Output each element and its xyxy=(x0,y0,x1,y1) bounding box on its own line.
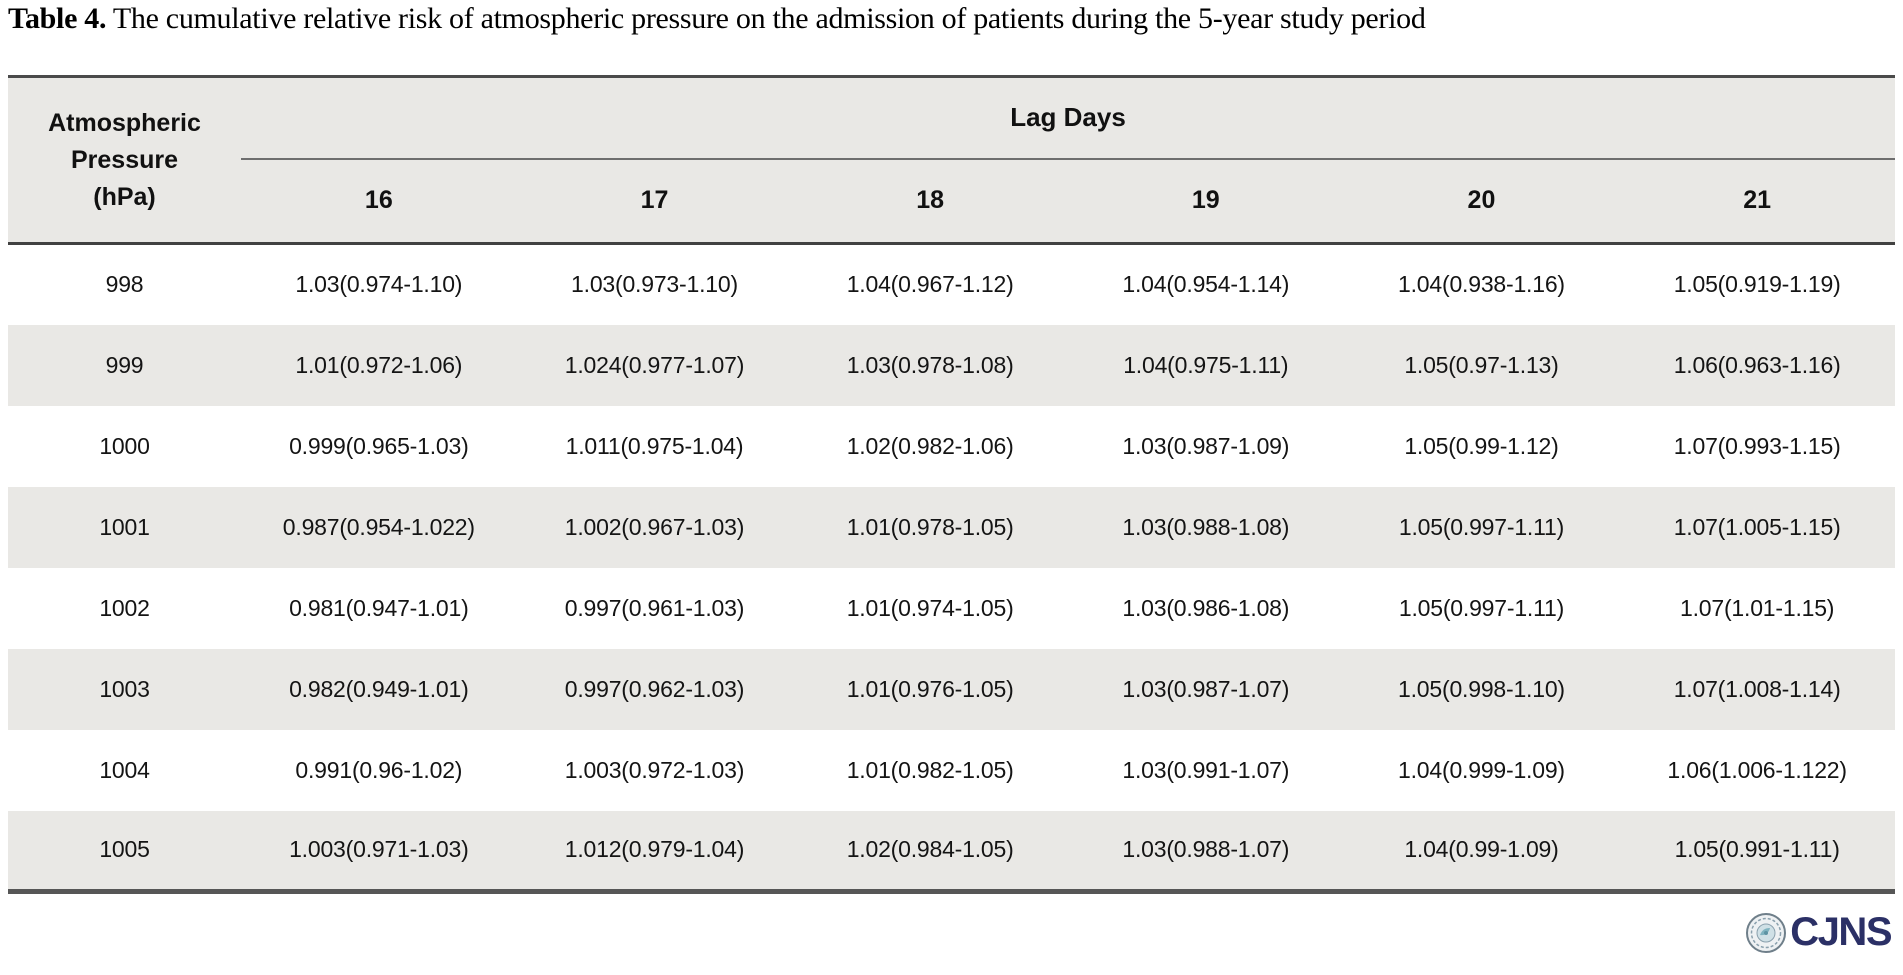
risk-cell: 0.999(0.965-1.03) xyxy=(289,432,469,459)
risk-cell: 1.05(0.998-1.10) xyxy=(1398,675,1565,702)
pressure-cell: 998 xyxy=(105,271,144,298)
risk-cell: 1.03(0.988-1.07) xyxy=(1122,836,1290,863)
table-caption-label: Table 4. xyxy=(8,2,107,35)
risk-cell: 1.03(0.986-1.08) xyxy=(1122,594,1290,621)
risk-cell: 1.06(1.006-1.122) xyxy=(1667,756,1847,783)
risk-cell: 0.981(0.947-1.01) xyxy=(289,594,469,621)
risk-cell: 1.05(0.997-1.11) xyxy=(1398,594,1565,621)
risk-cell: 1.06(0.963-1.16) xyxy=(1673,351,1841,378)
risk-cell: 1.04(0.954-1.14) xyxy=(1122,271,1290,298)
lag-day-header: 17 xyxy=(516,158,793,245)
risk-cell: 1.02(0.982-1.06) xyxy=(846,432,1014,459)
risk-cell: 1.012(0.979-1.04) xyxy=(564,836,745,863)
table-row: 1003 0.982(0.949-1.01) 0.997(0.962-1.03) 1.… xyxy=(8,648,1895,730)
risk-cell: 1.05(0.919-1.19) xyxy=(1673,271,1841,298)
pressure-header-line-2: Pressure xyxy=(70,145,179,174)
pressure-header-line-3: (hPa) xyxy=(93,182,156,211)
lag-day-header: 20 xyxy=(1343,158,1620,245)
lag-days-label: Lag Days xyxy=(1010,102,1126,133)
pressure-cell: 1003 xyxy=(99,675,150,702)
lag-day-header: 18 xyxy=(792,158,1068,245)
relative-risk-table: Atmospheric Pressure (hPa) Lag Days 16 17… xyxy=(8,75,1895,894)
risk-cell: 0.997(0.961-1.03) xyxy=(564,594,745,621)
risk-cell: 1.011(0.975-1.04) xyxy=(565,432,744,459)
risk-cell: 1.03(0.987-1.09) xyxy=(1122,432,1290,459)
risk-cell: 1.01(0.974-1.05) xyxy=(846,594,1014,621)
table-row: 1005 1.003(0.971-1.03) 1.012(0.979-1.04) 1.… xyxy=(8,810,1895,892)
risk-cell: 1.024(0.977-1.07) xyxy=(564,351,745,378)
table-header: Atmospheric Pressure (hPa) Lag Days 16 17… xyxy=(8,76,1895,245)
risk-cell: 1.003(0.972-1.03) xyxy=(564,756,745,783)
lag-day-numbers-row: 16 17 18 19 20 21 xyxy=(8,158,1895,245)
journal-footer: CJNS xyxy=(1745,910,1892,955)
pressure-cell: 1004 xyxy=(99,756,150,783)
risk-cell: 1.03(0.991-1.07) xyxy=(1122,756,1290,783)
table-row: 1004 0.991(0.96-1.02) 1.003(0.972-1.03) 1.0… xyxy=(8,729,1895,811)
risk-cell: 1.07(0.993-1.15) xyxy=(1673,432,1841,459)
risk-cell: 1.04(0.999-1.09) xyxy=(1398,756,1565,783)
table-row: 999 1.01(0.972-1.06) 1.024(0.977-1.07) 1.03… xyxy=(8,324,1895,406)
risk-cell: 1.07(1.01-1.15) xyxy=(1680,594,1835,621)
journal-seal-icon xyxy=(1746,912,1787,953)
risk-cell: 0.982(0.949-1.01) xyxy=(289,675,469,702)
pressure-cell: 1000 xyxy=(99,432,150,459)
risk-cell: 1.03(0.974-1.10) xyxy=(295,271,463,298)
risk-cell: 1.03(0.978-1.08) xyxy=(846,351,1014,378)
risk-cell: 1.04(0.99-1.09) xyxy=(1404,836,1559,863)
risk-cell: 1.002(0.967-1.03) xyxy=(564,513,745,540)
pressure-column-header: Atmospheric Pressure (hPa) xyxy=(8,76,241,245)
risk-cell: 1.01(0.978-1.05) xyxy=(846,513,1014,540)
header-group-row: Atmospheric Pressure (hPa) Lag Days xyxy=(8,76,1895,245)
risk-cell: 1.01(0.982-1.05) xyxy=(846,756,1014,783)
table-caption-text: The cumulative relative risk of atmosphe… xyxy=(106,2,1426,35)
risk-cell: 1.05(0.997-1.11) xyxy=(1398,513,1565,540)
pressure-cell: 1001 xyxy=(99,513,150,540)
pressure-cell: 1002 xyxy=(99,594,150,621)
lag-day-header: 21 xyxy=(1619,158,1895,245)
risk-cell: 0.991(0.96-1.02) xyxy=(295,756,463,783)
journal-acronym: CJNS xyxy=(1790,910,1892,954)
table-row: 1000 0.999(0.965-1.03) 1.011(0.975-1.04) 1.… xyxy=(8,405,1895,487)
risk-cell: 1.03(0.988-1.08) xyxy=(1122,513,1290,540)
pressure-cell: 1005 xyxy=(99,836,150,863)
table-body: 998 1.03(0.974-1.10) 1.03(0.973-1.10) 1.04(… xyxy=(8,243,1895,892)
table-row: 1002 0.981(0.947-1.01) 0.997(0.961-1.03) 1.… xyxy=(8,567,1895,649)
risk-cell: 1.01(0.976-1.05) xyxy=(846,675,1014,702)
lag-day-header: 19 xyxy=(1067,158,1344,245)
risk-cell: 1.003(0.971-1.03) xyxy=(289,836,469,863)
risk-cell: 1.07(1.005-1.15) xyxy=(1673,513,1841,540)
risk-cell: 0.987(0.954-1.022) xyxy=(282,513,475,540)
risk-cell: 1.02(0.984-1.05) xyxy=(846,836,1014,863)
risk-cell: 1.07(1.008-1.14) xyxy=(1673,675,1841,702)
table-caption: Table 4. The cumulative relative risk of… xyxy=(8,2,1426,36)
risk-cell: 1.04(0.967-1.12) xyxy=(846,271,1014,298)
table-row: 1001 0.987(0.954-1.022) 1.002(0.967-1.03) 1… xyxy=(8,486,1895,568)
risk-cell: 1.03(0.987-1.07) xyxy=(1122,675,1290,702)
risk-cell: 1.04(0.938-1.16) xyxy=(1398,271,1565,298)
table-row: 998 1.03(0.974-1.10) 1.03(0.973-1.10) 1.04(… xyxy=(8,243,1895,325)
pressure-cell: 999 xyxy=(105,351,144,378)
risk-cell: 0.997(0.962-1.03) xyxy=(564,675,745,702)
risk-cell: 1.03(0.973-1.10) xyxy=(571,271,738,298)
risk-cell: 1.05(0.99-1.12) xyxy=(1404,432,1559,459)
risk-cell: 1.04(0.975-1.11) xyxy=(1123,351,1289,378)
risk-cell: 1.01(0.972-1.06) xyxy=(295,351,463,378)
lag-day-header: 16 xyxy=(241,158,517,245)
lag-days-group-header: Lag Days xyxy=(241,76,1895,160)
pressure-header-line-1: Atmospheric xyxy=(48,108,201,137)
risk-cell: 1.05(0.97-1.13) xyxy=(1404,351,1559,378)
risk-cell: 1.05(0.991-1.11) xyxy=(1674,836,1840,863)
